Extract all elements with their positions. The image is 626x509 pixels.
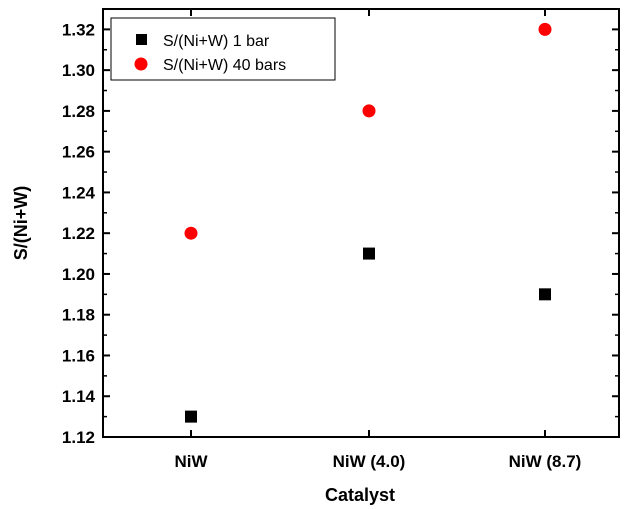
y-tick-label-9: 1.30 bbox=[62, 61, 95, 80]
x-axis: NiW NiW (4.0) NiW (8.7) bbox=[174, 9, 581, 471]
legend: S/(Ni+W) 1 bar S/(Ni+W) 40 bars bbox=[110, 17, 336, 81]
y-tick-label-8: 1.28 bbox=[62, 102, 95, 121]
point-series0-2 bbox=[539, 288, 551, 301]
y-axis: 1.12 1.14 1.16 1.18 1.20 1.22 1.24 1.26 1.28 1.30… bbox=[62, 20, 619, 447]
plot-frame bbox=[102, 8, 620, 438]
point-series1-2 bbox=[538, 22, 552, 36]
y-tick-label-10: 1.32 bbox=[62, 20, 95, 39]
y-tick-label-5: 1.22 bbox=[62, 224, 95, 243]
y-tick-label-6: 1.24 bbox=[62, 183, 96, 202]
x-axis-title: Catalyst bbox=[325, 485, 395, 505]
legend-marker-1bar bbox=[136, 34, 147, 45]
y-tick-label-1: 1.14 bbox=[62, 387, 96, 406]
y-tick-label-0: 1.12 bbox=[62, 428, 95, 447]
point-series1-1 bbox=[362, 104, 376, 118]
y-tick-label-2: 1.16 bbox=[62, 346, 95, 365]
point-series0-1 bbox=[363, 247, 375, 260]
data-points bbox=[184, 22, 552, 423]
legend-label-1bar: S/(Ni+W) 1 bar bbox=[163, 33, 270, 50]
y-tick-label-4: 1.20 bbox=[62, 265, 95, 284]
y-tick-label-7: 1.26 bbox=[62, 143, 95, 162]
y-axis-title: S/(Ni+W) bbox=[11, 186, 31, 261]
legend-box bbox=[110, 17, 336, 81]
x-tick-label-1: NiW (4.0) bbox=[333, 452, 406, 471]
x-tick-label-0: NiW bbox=[174, 452, 208, 471]
x-tick-label-2: NiW (8.7) bbox=[509, 452, 582, 471]
point-series1-0 bbox=[184, 226, 198, 240]
legend-marker-40bars bbox=[134, 57, 148, 71]
point-series0-0 bbox=[185, 410, 197, 423]
legend-label-40bars: S/(Ni+W) 40 bars bbox=[163, 57, 286, 74]
y-tick-label-3: 1.18 bbox=[62, 306, 95, 325]
